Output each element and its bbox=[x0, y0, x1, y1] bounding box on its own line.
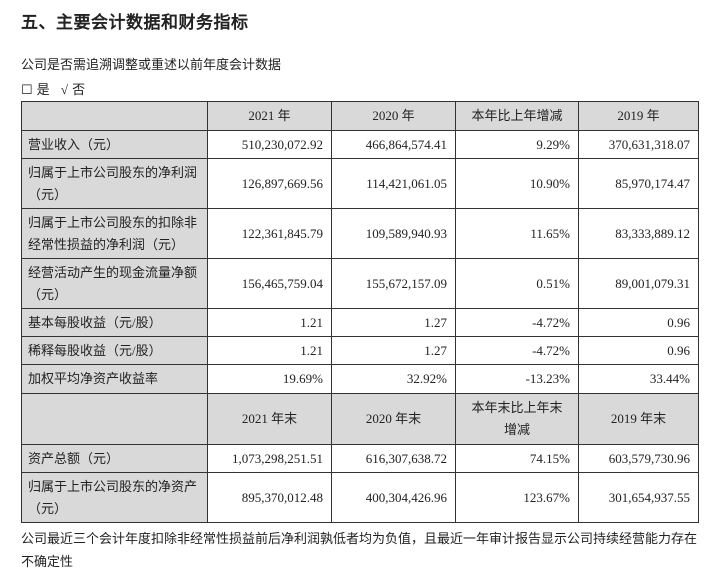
value-cell: 33.44% bbox=[578, 364, 699, 394]
value-cell: 123.67% bbox=[455, 472, 579, 523]
value-cell: 0.96 bbox=[578, 336, 699, 365]
value-cell: 895,370,012.48 bbox=[207, 472, 332, 523]
checkbox-unchecked-icon: ☐ bbox=[21, 82, 37, 97]
value-cell: -13.23% bbox=[455, 364, 579, 394]
table-row: 基本每股收益（元/股） 1.21 1.27 -4.72% 0.96 bbox=[21, 308, 699, 337]
row-label: 资产总额（元） bbox=[21, 444, 208, 473]
row-label: 加权平均净资产收益率 bbox=[21, 364, 208, 394]
value-cell: 19.69% bbox=[207, 364, 332, 394]
row-label: 归属于上市公司股东的扣除非经常性损益的净利润（元） bbox=[21, 208, 208, 259]
value-cell: 114,421,061.05 bbox=[331, 158, 456, 209]
row-label: 稀释每股收益（元/股） bbox=[21, 336, 208, 365]
value-cell: 1.21 bbox=[207, 308, 332, 337]
table-row: 归属于上市公司股东的净利润（元） 126,897,669.56 114,421,06… bbox=[21, 158, 699, 209]
option-yes: 是 bbox=[36, 82, 54, 97]
row-label: 归属于上市公司股东的净利润（元） bbox=[21, 158, 208, 209]
value-cell: 603,579,730.96 bbox=[578, 444, 699, 473]
value-cell: 0.96 bbox=[578, 308, 699, 337]
value-cell: 510,230,072.92 bbox=[207, 130, 332, 159]
value-cell: 89,001,079.31 bbox=[578, 258, 699, 309]
row-label: 经营活动产生的现金流量净额（元） bbox=[21, 258, 208, 309]
table-row: 归属于上市公司股东的扣除非经常性损益的净利润（元） 122,361,845.79 1… bbox=[21, 208, 699, 259]
column-header bbox=[21, 101, 208, 131]
value-cell: 83,333,889.12 bbox=[578, 208, 699, 259]
value-cell: 9.29% bbox=[455, 130, 579, 159]
value-cell: 370,631,318.07 bbox=[578, 130, 699, 159]
column-header bbox=[21, 393, 208, 445]
column-header: 2019 年 bbox=[578, 101, 699, 131]
table-row: 加权平均净资产收益率 19.69% 32.92% -13.23% 33.44% bbox=[21, 364, 699, 394]
table-row: 稀释每股收益（元/股） 1.21 1.27 -4.72% 0.96 bbox=[21, 336, 699, 365]
row-label: 基本每股收益（元/股） bbox=[21, 308, 208, 337]
value-cell: 109,589,940.93 bbox=[331, 208, 456, 259]
value-cell: 156,465,759.04 bbox=[207, 258, 332, 309]
table-row: 资产总额（元） 1,073,298,251.51 616,307,638.72 74.… bbox=[21, 444, 699, 473]
table-header-row: 2021 年末 2020 年末 本年末比上年末增减 2019 年末 bbox=[21, 393, 699, 445]
value-cell: 466,864,574.41 bbox=[331, 130, 456, 159]
value-cell: -4.72% bbox=[455, 308, 579, 337]
column-header: 本年比上年增减 bbox=[455, 101, 579, 131]
value-cell: 1.27 bbox=[331, 336, 456, 365]
check-icon: √ bbox=[60, 82, 73, 97]
value-cell: 32.92% bbox=[331, 364, 456, 394]
value-cell: 1,073,298,251.51 bbox=[207, 444, 332, 473]
table-row: 经营活动产生的现金流量净额（元） 156,465,759.04 155,672,15… bbox=[21, 258, 699, 309]
table-row: 营业收入（元） 510,230,072.92 466,864,574.41 9.29%… bbox=[21, 130, 699, 159]
row-label: 营业收入（元） bbox=[21, 130, 208, 159]
value-cell: 126,897,669.56 bbox=[207, 158, 332, 209]
value-cell: 1.27 bbox=[331, 308, 456, 337]
value-cell: 10.90% bbox=[455, 158, 579, 209]
column-header: 本年末比上年末增减 bbox=[455, 393, 579, 445]
value-cell: 301,654,937.55 bbox=[578, 472, 699, 523]
column-header: 2021 年末 bbox=[207, 393, 332, 445]
column-header: 2020 年末 bbox=[331, 393, 456, 445]
value-cell: 11.65% bbox=[455, 208, 579, 259]
value-cell: 122,361,845.79 bbox=[207, 208, 332, 259]
financial-data-table: 2021 年 2020 年本年比上年增减 2019 年营业收入（元） 510,230,… bbox=[21, 101, 699, 523]
value-cell: 400,304,426.96 bbox=[331, 472, 456, 523]
footnote: 公司最近三个会计年度扣除非经常性损益前后净利润孰低者均为负值，且最近一年审计报告… bbox=[21, 531, 698, 569]
column-header: 2019 年末 bbox=[578, 393, 699, 445]
row-label: 归属于上市公司股东的净资产（元） bbox=[21, 472, 208, 523]
restatement-question: 公司是否需追溯调整或重述以前年度会计数据 bbox=[21, 57, 282, 72]
value-cell: 0.51% bbox=[455, 258, 579, 309]
option-no: 否 bbox=[72, 82, 90, 97]
value-cell: 616,307,638.72 bbox=[331, 444, 456, 473]
column-header: 2020 年 bbox=[331, 101, 456, 131]
value-cell: 1.21 bbox=[207, 336, 332, 365]
value-cell: 74.15% bbox=[455, 444, 579, 473]
table-header-row: 2021 年 2020 年本年比上年增减 2019 年 bbox=[21, 101, 699, 131]
restatement-options: ☐是 √否 bbox=[21, 79, 89, 98]
column-header: 2021 年 bbox=[207, 101, 332, 131]
value-cell: 155,672,157.09 bbox=[331, 258, 456, 309]
table-row: 归属于上市公司股东的净资产（元） 895,370,012.48 400,304,42… bbox=[21, 472, 699, 523]
section-title: 五、主要会计数据和财务指标 bbox=[21, 13, 249, 33]
value-cell: 85,970,174.47 bbox=[578, 158, 699, 209]
value-cell: -4.72% bbox=[455, 336, 579, 365]
